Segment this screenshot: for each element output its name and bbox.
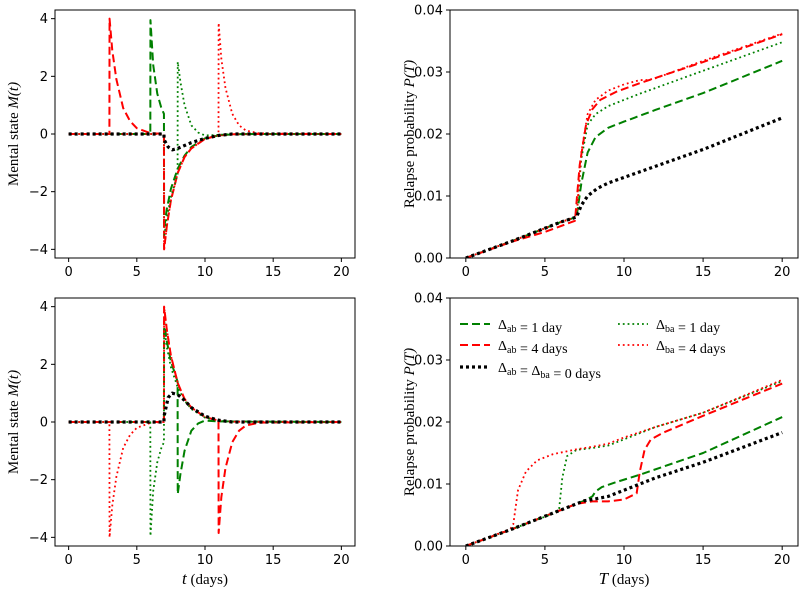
y-tick-label: −2: [29, 185, 48, 200]
series-line: [465, 116, 783, 258]
series-line: [68, 325, 342, 537]
series-group: [465, 379, 783, 546]
x-tick-label: 20: [333, 265, 350, 280]
y-tick-label: 0.04: [414, 292, 443, 307]
series-line: [465, 41, 783, 258]
x-tick-label: 15: [265, 553, 282, 568]
y-tick-label: 0.04: [414, 4, 443, 19]
x-tick-label: 10: [197, 265, 214, 280]
y-tick-label: 0.00: [414, 540, 443, 555]
series-line: [465, 33, 783, 258]
axes-frame: [449, 297, 799, 547]
x-tick-label: 10: [197, 553, 214, 568]
series-line: [465, 59, 783, 258]
series-line: [465, 379, 783, 546]
y-axis-label: Mental state M(t): [6, 82, 22, 186]
series-group: [68, 17, 342, 251]
legend-label: Δab = Δba = 0 days: [498, 361, 601, 382]
series-line: [465, 416, 783, 546]
legend-label: Δba = 1 day: [656, 318, 720, 336]
x-axis-label: t (days): [182, 569, 228, 588]
chart-bottom-right: 0 5 10 15 20 0.00 0.01 0.02 0.03 0.04 Relapse prob…: [402, 292, 799, 588]
x-tick-label: 0: [64, 553, 72, 568]
y-tick-label: 2: [40, 358, 48, 373]
chart-bottom-left: 0 5 10 15 20 −4 −2 0 2 4 Mental state M(t) t (days): [6, 297, 356, 588]
series-line: [465, 382, 783, 546]
x-tick-label: 10: [616, 265, 633, 280]
legend-label: Δba = 4 days: [656, 339, 726, 357]
y-tick-label: 0.02: [414, 416, 443, 431]
series-group: [68, 305, 342, 539]
y-tick-label: 4: [40, 12, 48, 27]
series-line: [68, 19, 342, 231]
series-group: [465, 32, 783, 258]
x-tick-label: 5: [133, 265, 141, 280]
y-tick-label: 0.03: [414, 354, 443, 369]
y-tick-label: 0: [40, 416, 48, 431]
legend-label: Δab = 4 days: [498, 339, 568, 357]
y-tick-label: 4: [40, 300, 48, 315]
x-axis-label: T (days): [599, 569, 650, 588]
legend: Δab = 1 day Δba = 1 day Δab = 4 days Δba = …: [460, 318, 726, 382]
x-tick-label: 10: [616, 553, 633, 568]
y-tick-label: 0.01: [414, 478, 443, 493]
y-axis-label: Mental state M(t): [6, 370, 22, 474]
y-tick-label: −4: [29, 243, 48, 258]
x-tick-label: 20: [774, 265, 791, 280]
series-line: [465, 431, 783, 546]
series-line: [68, 305, 342, 539]
x-tick-label: 0: [64, 265, 72, 280]
y-tick-label: −4: [29, 531, 48, 546]
legend-label: Δab = 1 day: [498, 318, 562, 336]
x-tick-label: 20: [774, 553, 791, 568]
y-tick-label: 0.01: [414, 190, 443, 205]
y-tick-label: 0.02: [414, 128, 443, 143]
series-line: [68, 305, 342, 535]
y-tick-label: −2: [29, 473, 48, 488]
chart-top-right: 0 5 10 15 20 0.00 0.01 0.02 0.03 0.04 Relapse prob…: [402, 4, 799, 280]
y-tick-label: 0: [40, 128, 48, 143]
series-line: [68, 22, 342, 251]
x-tick-label: 20: [333, 553, 350, 568]
series-line: [68, 132, 342, 152]
y-tick-label: 2: [40, 70, 48, 85]
x-tick-label: 5: [541, 265, 549, 280]
chart-top-left: 0 5 10 15 20 −4 −2 0 2 4 Mental state M(t): [6, 9, 356, 280]
x-tick-label: 15: [695, 265, 712, 280]
x-tick-label: 15: [265, 265, 282, 280]
y-axis-label: Relapse probability P(T): [402, 348, 418, 496]
series-line: [465, 380, 783, 546]
x-tick-label: 0: [462, 265, 470, 280]
x-tick-label: 5: [541, 553, 549, 568]
y-tick-label: 0.00: [414, 252, 443, 267]
series-line: [465, 32, 783, 258]
x-tick-label: 0: [462, 553, 470, 568]
x-tick-label: 15: [695, 553, 712, 568]
y-tick-label: 0.03: [414, 66, 443, 81]
y-axis-label: Relapse probability P(T): [402, 60, 418, 208]
x-tick-label: 5: [133, 553, 141, 568]
